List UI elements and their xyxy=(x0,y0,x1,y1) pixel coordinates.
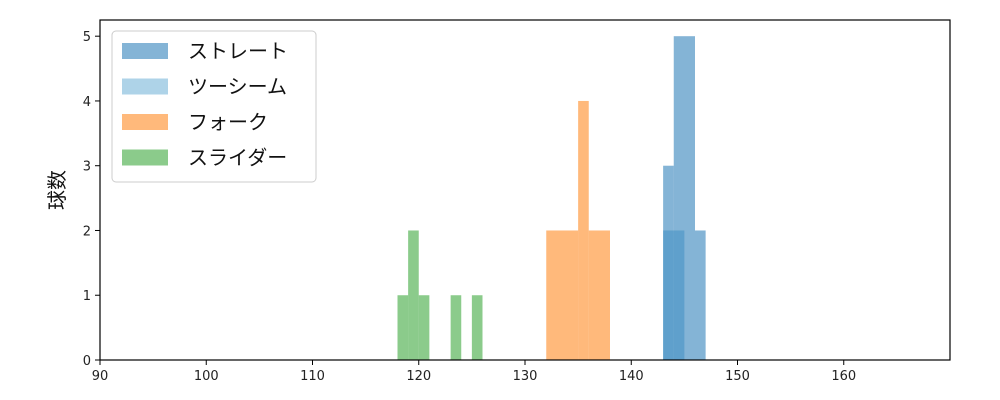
bar-3-2 xyxy=(695,230,706,360)
x-tick-label-3: 120 xyxy=(406,369,431,384)
legend-box xyxy=(111,30,317,183)
y-tick-label-4: 4 xyxy=(83,95,91,110)
bars-layer xyxy=(397,36,706,360)
y-axis-label: 球数 xyxy=(45,170,69,210)
bar-0-4 xyxy=(471,295,483,360)
bar-3-1 xyxy=(673,36,695,360)
legend-swatch-1 xyxy=(122,78,168,95)
x-tick-label-4: 130 xyxy=(513,369,538,384)
bar-0-0 xyxy=(397,295,409,360)
legend-label-0: ストレート xyxy=(188,39,288,63)
legend-swatch-3 xyxy=(122,149,168,166)
x-tick-label-2: 110 xyxy=(300,369,325,384)
x-tick-label-5: 140 xyxy=(619,369,644,384)
bar-0-3 xyxy=(450,295,462,360)
bar-0-2 xyxy=(418,295,430,360)
y-tick-label-2: 2 xyxy=(83,224,91,239)
legend-label-3: スライダー xyxy=(188,146,287,170)
y-tick-label-5: 5 xyxy=(83,30,91,45)
bar-1-0 xyxy=(546,230,579,360)
y-tick-label-1: 1 xyxy=(83,289,91,304)
x-axis: 90 100 110 120 130 140 150 160 xyxy=(92,360,856,384)
x-tick-label-7: 160 xyxy=(831,369,856,384)
legend-label-2: フォーク xyxy=(188,110,268,134)
x-tick-label-0: 90 xyxy=(92,369,109,384)
bar-0-1 xyxy=(408,230,419,360)
y-axis: 0 1 2 3 4 5 xyxy=(83,30,100,369)
x-tick-label-1: 100 xyxy=(194,369,219,384)
y-tick-label-0: 0 xyxy=(83,354,91,369)
legend-label-1: ツーシーム xyxy=(188,75,287,99)
bar-1-2 xyxy=(588,230,610,360)
legend-swatch-0 xyxy=(122,43,168,59)
x-tick-label-6: 150 xyxy=(725,369,750,384)
bar-3-0 xyxy=(663,165,674,360)
bar-1-1 xyxy=(578,100,589,360)
y-tick-label-3: 3 xyxy=(83,160,91,175)
legend-swatch-2 xyxy=(122,114,168,130)
